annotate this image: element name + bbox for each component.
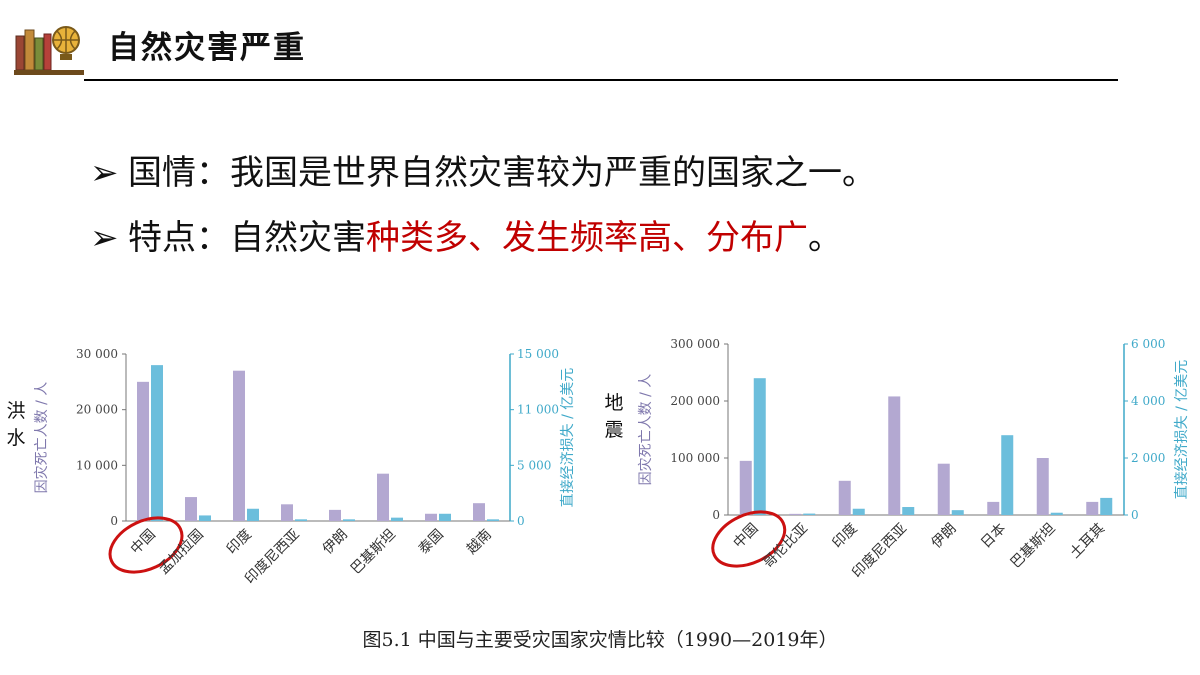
figure-caption: 图5.1 中国与主要受灾国家灾情比较（1990—2019年） (362, 629, 838, 651)
left-tick-label: 30 000 (76, 347, 118, 361)
bullet-characteristics: ➢ 特点：自然灾害种类多、发生频率高、分布广。 (90, 210, 842, 259)
bullet-text: 自然灾害 (230, 218, 366, 258)
bullet-end: 。 (808, 218, 842, 258)
bullet-highlight: 种类多、发生频率高、分布广 (366, 218, 808, 258)
bar-losses (439, 513, 451, 521)
right-tick-label: 4 000 (1131, 394, 1165, 408)
left-tick-label: 100 000 (670, 451, 720, 465)
bullet-label: 国情： (128, 153, 230, 193)
category-label: 巴基斯坦 (347, 526, 399, 578)
earthquake-chart: 0 100 000 200 000 300 000 0 2 000 4 000 6 000 因灾… (637, 337, 1190, 582)
arrow-bullet-icon: ➢ (90, 218, 119, 258)
bar-losses (487, 519, 499, 521)
arrow-bullet-icon: ➢ (90, 153, 119, 193)
bar-losses (803, 513, 816, 515)
bar-losses (199, 515, 211, 521)
bar-deaths (838, 480, 851, 515)
category-label: 泰国 (416, 527, 447, 558)
left-tick-label: 300 000 (670, 337, 720, 351)
books-globe-icon (14, 26, 84, 75)
right-tick-label: 0 (517, 514, 525, 528)
china-highlight-circle (108, 516, 184, 574)
bar-losses (247, 508, 259, 521)
right-tick-label: 5 000 (517, 458, 551, 472)
bar-deaths (739, 460, 752, 515)
bar-deaths (425, 513, 437, 521)
left-tick-label: 10 000 (76, 458, 118, 472)
bar-losses (343, 519, 355, 521)
bar-losses (951, 510, 964, 515)
flood-label: 洪水 (6, 400, 26, 449)
left-tick-label: 20 000 (76, 403, 118, 417)
right-axis-title: 直接经济损失 / 亿美元 (559, 368, 576, 508)
bar-losses (1100, 497, 1113, 515)
bar-deaths (987, 501, 1000, 515)
bullet-label: 特点： (128, 218, 230, 258)
category-label: 土耳其 (1067, 521, 1108, 562)
bar-losses (391, 517, 403, 521)
right-tick-label: 15 000 (517, 347, 559, 361)
bar-losses (753, 378, 766, 515)
bar-deaths (185, 497, 197, 521)
category-label: 中国 (128, 527, 159, 558)
flood-chart: 0 10 000 20 000 30 000 0 5 000 11 000 15 000 因灾死… (33, 347, 576, 587)
right-tick-label: 2 000 (1131, 451, 1165, 465)
bar-losses (852, 508, 865, 515)
bar-losses (151, 365, 163, 521)
right-tick-label: 11 000 (517, 403, 559, 417)
bar-deaths (789, 513, 802, 515)
category-label: 印度 (829, 521, 860, 552)
bar-deaths (1036, 458, 1049, 515)
bar-losses (902, 507, 915, 515)
page-title: 自然灾害严重 (108, 30, 306, 66)
category-label: 巴基斯坦 (1007, 520, 1059, 572)
bar-losses (1050, 512, 1063, 515)
category-label: 日本 (978, 521, 1009, 552)
left-tick-label: 0 (110, 514, 118, 528)
category-label: 印度 (224, 527, 255, 558)
left-axis-title: 因灾死亡人数 / 人 (33, 382, 50, 494)
left-axis-title: 因灾死亡人数 / 人 (637, 374, 654, 486)
bar-losses (1001, 435, 1014, 515)
title-divider (84, 79, 1118, 81)
bar-deaths (473, 503, 485, 521)
category-label: 伊朗 (928, 521, 959, 552)
right-tick-label: 6 000 (1131, 337, 1165, 351)
category-label: 伊朗 (320, 527, 351, 558)
category-label: 越南 (464, 527, 495, 558)
china-highlight-circle (711, 510, 787, 568)
bar-deaths (281, 504, 293, 521)
bullet-national-condition: ➢ 国情：我国是世界自然灾害较为严重的国家之一。 (90, 145, 876, 194)
left-tick-label: 200 000 (670, 394, 720, 408)
bar-deaths (888, 396, 901, 515)
bar-deaths (377, 473, 389, 521)
earthquake-label: 地震 (604, 392, 624, 441)
bar-deaths (329, 509, 341, 521)
right-axis-title: 直接经济损失 / 亿美元 (1173, 360, 1190, 500)
left-tick-label: 0 (712, 508, 720, 522)
bar-deaths (937, 463, 950, 515)
bullet-text: 我国是世界自然灾害较为严重的国家之一。 (230, 153, 876, 193)
category-label: 中国 (730, 521, 761, 552)
bar-deaths (137, 381, 149, 521)
bar-deaths (1086, 501, 1099, 515)
right-tick-label: 0 (1131, 508, 1139, 522)
category-label: 印度尼西亚 (849, 521, 910, 582)
bar-losses (295, 519, 307, 521)
bar-deaths (233, 370, 245, 521)
